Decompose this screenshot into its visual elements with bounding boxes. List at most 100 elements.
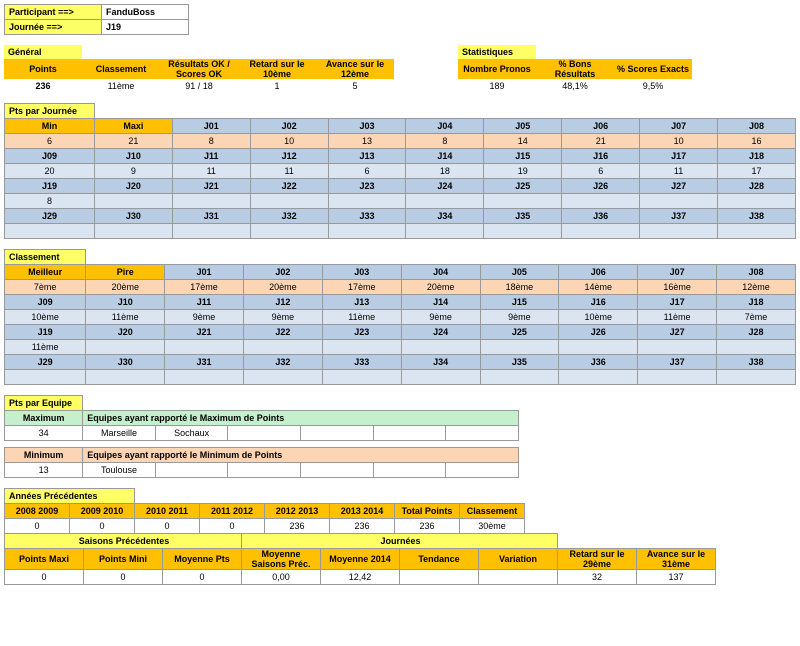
cell: J18	[717, 295, 796, 310]
cell: 19	[484, 164, 562, 179]
cell: J36	[562, 209, 640, 224]
cell: J20	[94, 179, 172, 194]
stat-v0: 189	[458, 79, 536, 93]
cell: J21	[172, 179, 250, 194]
cell: 7ème	[717, 310, 796, 325]
gen-h0: Points	[4, 59, 82, 79]
cell: J19	[5, 179, 95, 194]
cell	[250, 194, 328, 209]
cell: J37	[640, 209, 718, 224]
cell: 14	[484, 134, 562, 149]
ext-h0: Retard sur le 29ème	[558, 549, 637, 570]
cell: 2011 2012	[200, 504, 265, 519]
cell: J06	[559, 265, 638, 280]
cell: J35	[480, 355, 559, 370]
cell: 9ème	[480, 310, 559, 325]
ext-h1: Avance sur le 31ème	[637, 549, 716, 570]
cell: J07	[640, 119, 718, 134]
min-t1: Toulouse	[83, 463, 156, 478]
cell: J23	[322, 325, 401, 340]
cell: 8	[172, 134, 250, 149]
cell: 11ème	[86, 310, 165, 325]
cell: J03	[322, 265, 401, 280]
cell: 17	[718, 164, 796, 179]
cell: J14	[406, 149, 484, 164]
cell	[718, 194, 796, 209]
pts-equipe-label: Pts par Equipe	[5, 396, 83, 411]
gen-v1: 11ème	[82, 79, 160, 93]
gen-v0: 236	[4, 79, 82, 93]
cell: J02	[243, 265, 322, 280]
cell	[86, 340, 165, 355]
cell: J06	[562, 119, 640, 134]
cell: 0	[135, 519, 200, 534]
cell: J13	[328, 149, 406, 164]
cell: Meilleur	[5, 265, 86, 280]
cell: J29	[5, 355, 86, 370]
stats-label: Statistiques	[458, 45, 536, 59]
min-val: 13	[5, 463, 83, 478]
sp-v0: 0	[5, 570, 84, 585]
gen-h3: Retard sur le 10ème	[238, 59, 316, 79]
stat-h2: % Scores Exacts	[614, 59, 692, 79]
cell: 6	[328, 164, 406, 179]
stat-v2: 9,5%	[614, 79, 692, 93]
cell: 2009 2010	[70, 504, 135, 519]
pts-equipe-table: Pts par Equipe Maximum Equipes ayant rap…	[4, 395, 519, 478]
cell: J38	[718, 209, 796, 224]
cell: 18	[406, 164, 484, 179]
cell: J30	[86, 355, 165, 370]
cell: 17ème	[165, 280, 244, 295]
cell: J17	[640, 149, 718, 164]
cell	[480, 340, 559, 355]
cell: 11ème	[322, 310, 401, 325]
cell: J35	[484, 209, 562, 224]
cell: Maxi	[94, 119, 172, 134]
cell: J09	[5, 149, 95, 164]
cell: J10	[86, 295, 165, 310]
cell: 20ème	[86, 280, 165, 295]
cell: J27	[638, 325, 717, 340]
cell: J14	[401, 295, 480, 310]
classement-label: Classement	[5, 250, 86, 265]
cell	[640, 194, 718, 209]
cell: 11	[172, 164, 250, 179]
jr-h2: Tendance	[400, 549, 479, 570]
cell: 236	[395, 519, 460, 534]
cell: 10ème	[5, 310, 86, 325]
cell: J32	[250, 209, 328, 224]
cell: J07	[638, 265, 717, 280]
cell	[562, 194, 640, 209]
cell: J38	[717, 355, 796, 370]
cell: 11	[640, 164, 718, 179]
cell: J37	[638, 355, 717, 370]
cell: 6	[5, 134, 95, 149]
cell: 7ème	[5, 280, 86, 295]
cell: 8	[5, 194, 95, 209]
cell: 6	[562, 164, 640, 179]
cell: J33	[322, 355, 401, 370]
pts-journee-table: Pts par Journée MinMaxiJ01J02J03J04J05J0…	[4, 103, 796, 239]
cell: 9ème	[401, 310, 480, 325]
cell: J16	[562, 149, 640, 164]
cell: J25	[484, 179, 562, 194]
cell: J03	[328, 119, 406, 134]
cell: 9	[94, 164, 172, 179]
cell: 30ème	[460, 519, 525, 534]
general-label: Général	[4, 45, 82, 59]
cell	[322, 340, 401, 355]
cell: J21	[165, 325, 244, 340]
sp-label: Saisons Précédentes	[5, 534, 242, 549]
participant-table: Participant ==> FanduBoss Journée ==> J1…	[4, 4, 189, 35]
cell: 9ème	[243, 310, 322, 325]
cell: J04	[406, 119, 484, 134]
cell: J01	[165, 265, 244, 280]
gen-h2: Résultats OK / Scores OK	[160, 59, 238, 79]
cell: 0	[5, 519, 70, 534]
cell: J15	[484, 149, 562, 164]
cell: 2012 2013	[265, 504, 330, 519]
cell: 11ème	[638, 310, 717, 325]
annees-prec-table: Années Précédentes 2008 20092009 2010201…	[4, 488, 525, 534]
participant-label: Participant ==>	[5, 5, 102, 20]
cell: J12	[250, 149, 328, 164]
